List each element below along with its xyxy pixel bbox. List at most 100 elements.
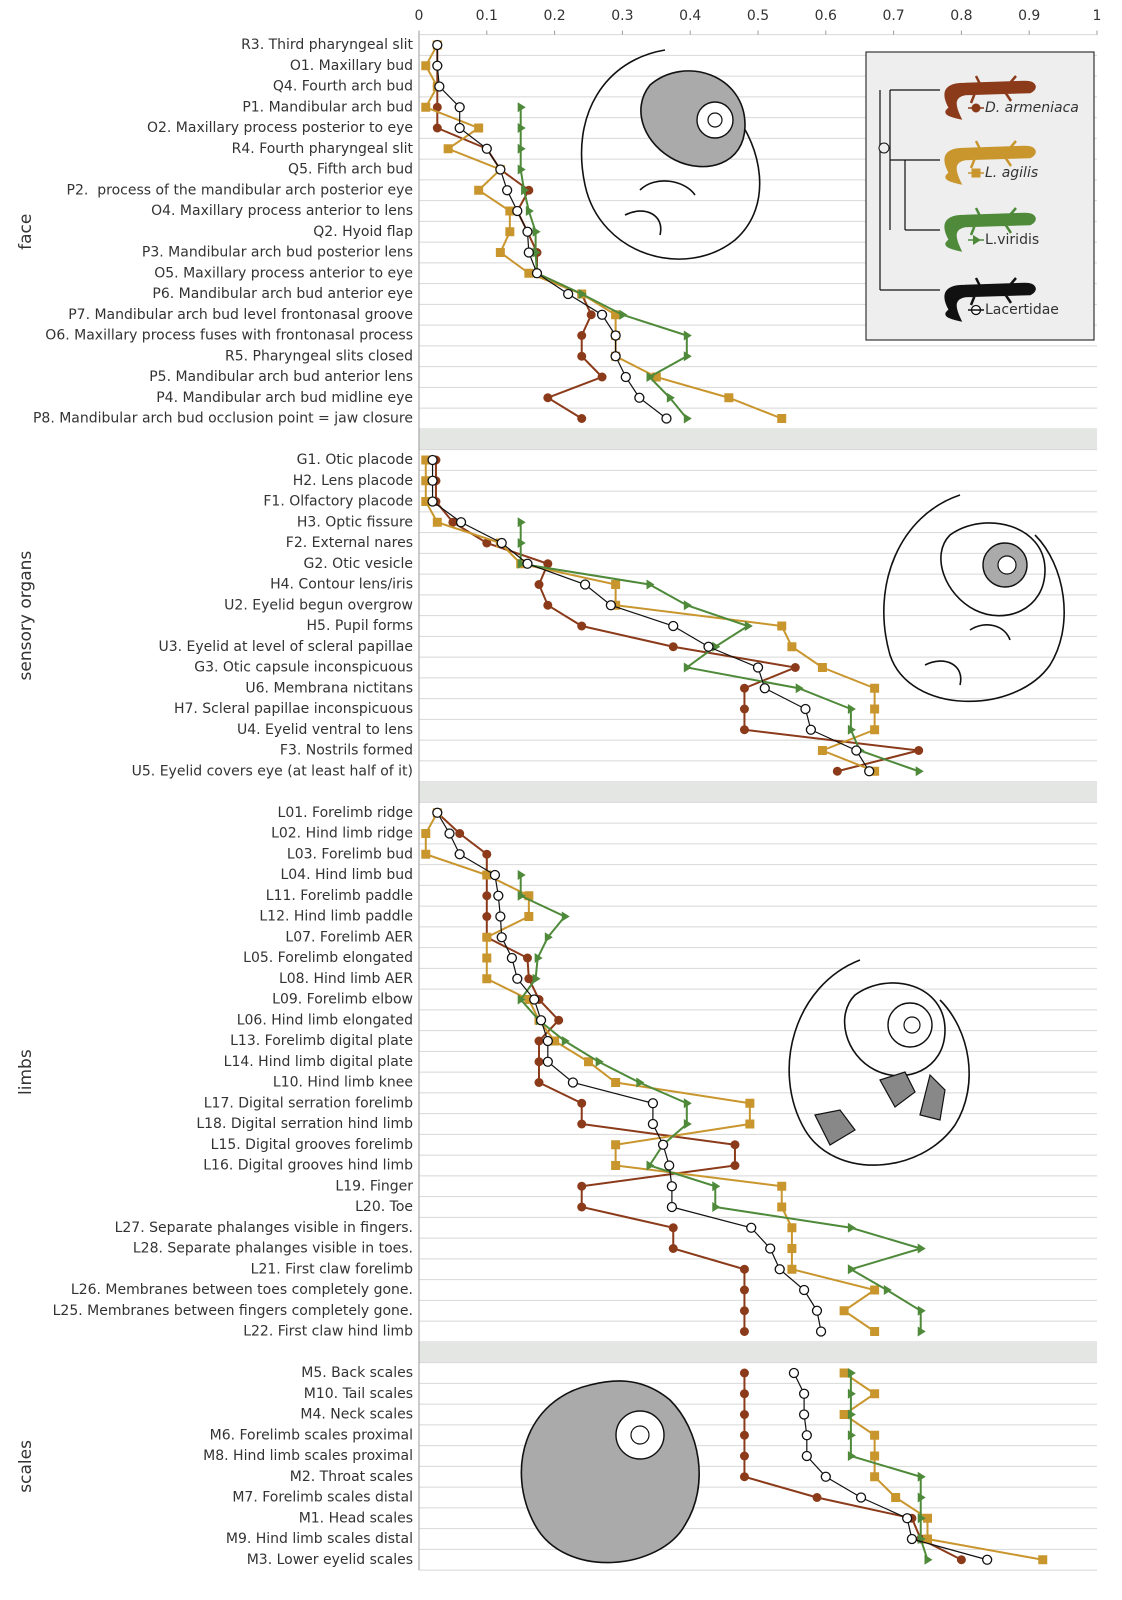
marker — [983, 1555, 992, 1564]
category-label: L13. Forelimb digital plate — [230, 1033, 413, 1049]
marker — [482, 912, 491, 921]
x-tick-label: 0.5 — [747, 8, 769, 24]
marker — [562, 1036, 570, 1046]
marker — [740, 1306, 749, 1315]
legend-frame — [866, 52, 1094, 340]
category-label: O1. Maxillary bud — [290, 58, 413, 74]
marker — [421, 103, 430, 112]
marker — [535, 580, 544, 589]
marker — [455, 124, 464, 133]
marker — [611, 1140, 620, 1149]
marker — [494, 891, 503, 900]
category-label: M5. Back scales — [301, 1365, 413, 1381]
marker — [513, 207, 522, 216]
category-label: F1. Olfactory placode — [263, 494, 413, 510]
category-label: H2. Lens placode — [293, 473, 413, 489]
category-label: F3. Nostrils formed — [280, 743, 413, 759]
category-label: L28. Separate phalanges visible in toes. — [133, 1241, 413, 1257]
category-label: L12. Hind limb paddle — [259, 909, 413, 925]
marker — [554, 1016, 563, 1025]
marker — [577, 1203, 586, 1212]
marker — [611, 1161, 620, 1170]
marker — [587, 310, 596, 319]
marker — [684, 600, 692, 610]
marker — [740, 1286, 749, 1295]
marker — [812, 1493, 821, 1502]
marker — [787, 1223, 796, 1232]
category-label: L18. Digital serration hind limb — [196, 1116, 413, 1132]
marker — [428, 456, 437, 465]
marker — [802, 1431, 811, 1440]
category-label: G1. Otic placode — [297, 452, 413, 468]
marker — [740, 1369, 749, 1378]
marker — [669, 1223, 678, 1232]
marker — [754, 663, 763, 672]
marker — [740, 1265, 749, 1274]
marker — [740, 725, 749, 734]
marker — [581, 580, 590, 589]
marker — [870, 1472, 879, 1481]
x-tick-label: 0 — [415, 8, 424, 24]
marker — [884, 1285, 892, 1295]
marker — [667, 1203, 676, 1212]
category-label: P6. Mandibular arch bud anterior eye — [152, 286, 413, 302]
marker — [740, 684, 749, 693]
marker — [647, 580, 655, 590]
marker — [490, 871, 499, 880]
marker — [817, 1327, 826, 1336]
series-line — [437, 45, 602, 419]
category-label: M7. Forelimb scales distal — [232, 1490, 413, 1506]
marker — [435, 82, 444, 91]
marker — [818, 746, 827, 755]
category-label: O4. Maxillary process anterior to lens — [151, 203, 413, 219]
marker — [543, 1057, 552, 1066]
marker — [577, 622, 586, 631]
marker — [598, 310, 607, 319]
marker — [596, 1057, 604, 1067]
marker — [957, 1555, 966, 1564]
marker — [635, 393, 644, 402]
category-label: P7. Mandibular arch bud level frontonasa… — [68, 307, 413, 323]
category-label: L25. Membranes between fingers completel… — [53, 1303, 413, 1319]
category-label: U5. Eyelid covers eye (at least half of … — [132, 763, 413, 779]
category-label: L26. Membranes between toes completely g… — [71, 1282, 413, 1298]
marker — [433, 124, 442, 133]
category-label: L19. Finger — [335, 1178, 413, 1194]
category-label: L06. Hind limb elongated — [237, 1012, 413, 1028]
x-tick-label: 0.6 — [815, 8, 837, 24]
marker — [740, 1472, 749, 1481]
tree-node — [879, 143, 889, 153]
marker — [648, 1099, 657, 1108]
marker — [564, 290, 573, 299]
marker — [775, 1265, 784, 1274]
marker — [704, 642, 713, 651]
marker — [611, 580, 620, 589]
marker — [523, 954, 532, 963]
group-label: sensory organs — [16, 551, 36, 681]
marker — [482, 850, 491, 859]
marker — [870, 684, 879, 693]
group-label: face — [16, 214, 36, 250]
marker — [840, 1410, 849, 1419]
marker — [796, 683, 804, 693]
marker — [503, 186, 512, 195]
marker — [891, 1493, 900, 1502]
marker — [840, 1306, 849, 1315]
x-tick-label: 0.3 — [611, 8, 633, 24]
marker — [496, 912, 505, 921]
marker — [848, 1223, 856, 1233]
marker — [496, 248, 505, 257]
marker — [433, 61, 442, 70]
category-label: M2. Throat scales — [290, 1469, 413, 1485]
marker — [800, 1286, 809, 1295]
category-label: L20. Toe — [355, 1199, 413, 1215]
marker — [740, 1410, 749, 1419]
category-label: L15. Digital grooves forelimb — [211, 1137, 413, 1153]
category-label: R3. Third pharyngeal slit — [241, 37, 413, 53]
marker — [925, 1555, 933, 1565]
marker — [747, 1223, 756, 1232]
marker — [870, 725, 879, 734]
marker — [543, 393, 552, 402]
marker — [787, 1265, 796, 1274]
